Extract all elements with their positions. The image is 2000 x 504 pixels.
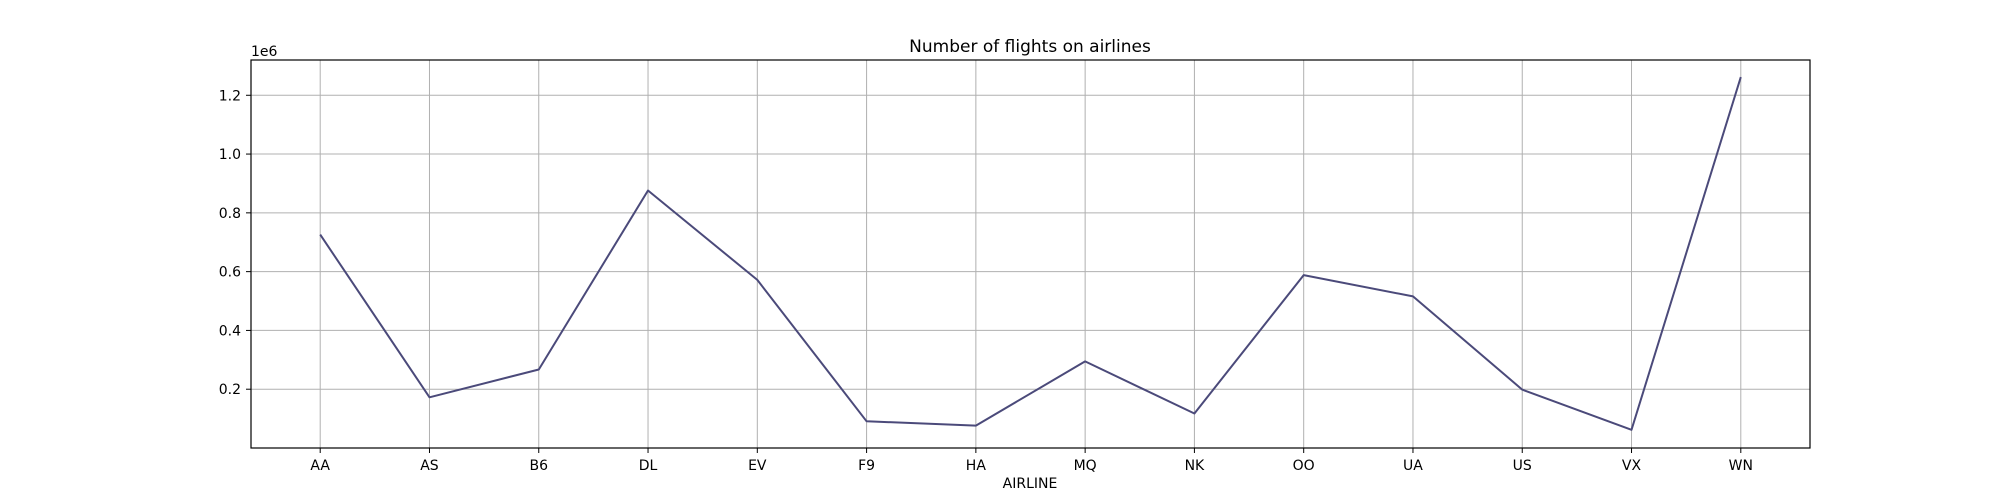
x-tick-label: OO [1293,458,1315,474]
chart-title: Number of flights on airlines [909,37,1151,57]
grid-layer [251,60,1810,448]
x-tick-label: US [1513,458,1532,474]
y-tick-label: 0.8 [219,206,241,222]
y-tick-label: 0.6 [219,265,241,281]
x-tick-label: NK [1185,458,1205,474]
plot-frame [250,59,1811,449]
x-tick-label: AS [420,458,439,474]
tick-layer: AA AS B6 DL EV F9 HA MQ NK OO UA US VX WN 0.2 0.4 0.6 0.8… [219,88,1753,474]
x-tick-label: AA [310,458,330,474]
x-tick-label: WN [1729,458,1753,474]
y-tick-label: 1.0 [219,147,241,163]
y-tick-label: 1.2 [219,88,241,104]
y-tick-label: 0.4 [219,323,241,339]
x-tick-label: F9 [858,458,875,474]
x-tick-label: EV [748,458,767,474]
x-tick-label: UA [1403,458,1423,474]
y-tick-label: 0.2 [219,382,241,398]
x-axis-label: AIRLINE [1003,476,1058,492]
x-tick-label: MQ [1074,458,1097,474]
x-tick-label: DL [639,458,658,474]
x-tick-label: HA [966,458,987,474]
y-axis-offset-label: 1e6 [251,44,278,60]
series-layer [319,76,1742,431]
series-line [319,76,1742,431]
x-tick-label: B6 [529,458,548,474]
x-tick-label: VX [1622,458,1642,474]
